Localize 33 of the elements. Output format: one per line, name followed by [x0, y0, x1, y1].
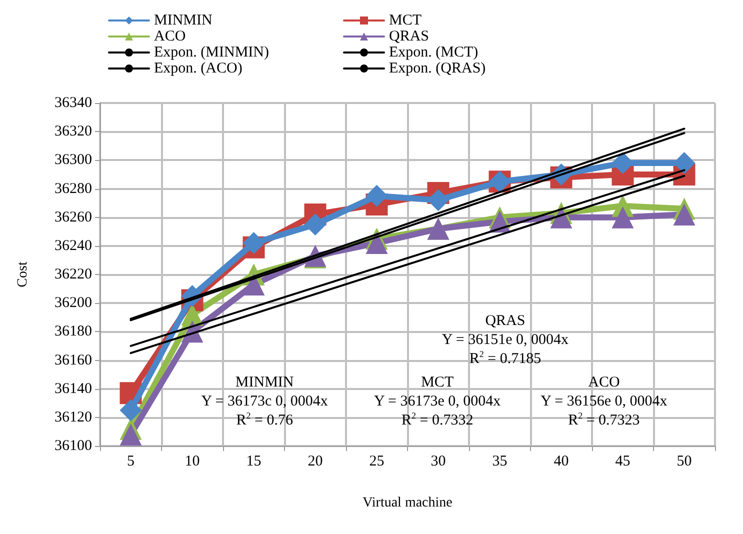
y-tick-label: 36340 [54, 95, 92, 111]
legend-label: MINMIN [154, 12, 212, 28]
y-tick-label: 36120 [54, 409, 92, 426]
y-tick-label: 36260 [54, 209, 92, 226]
y-tick-label: 36160 [54, 352, 92, 368]
legend-label: ACO [154, 28, 186, 44]
y-tick-label: 36180 [54, 324, 92, 340]
legend-label: MCT [389, 12, 422, 28]
x-axis-title: Virtual machine [362, 496, 452, 510]
y-tick-label: 36140 [54, 380, 92, 397]
x-tick-label: 25 [369, 454, 384, 470]
legend-label: Expon. (MINMIN) [154, 44, 269, 60]
y-axis-title: Cost [16, 262, 30, 288]
legend-label: QRAS [389, 28, 430, 44]
x-tick-label: 30 [430, 454, 446, 470]
x-tick-label: 5 [127, 454, 134, 470]
y-tick-label: 36200 [54, 295, 92, 312]
y-tick-label: 36100 [54, 438, 92, 454]
y-tick-label: 36280 [54, 180, 92, 197]
y-tick-label: 36320 [54, 124, 92, 140]
legend-label: Expon. (MCT) [389, 44, 478, 60]
y-tick-label: 36300 [54, 152, 92, 168]
x-tick-label: 10 [184, 454, 200, 470]
y-tick-label: 36240 [54, 238, 92, 254]
legend-label: Expon. (QRAS) [389, 60, 486, 76]
y-tick-label: 36220 [54, 266, 92, 282]
x-tick-label: 15 [246, 454, 262, 470]
x-tick-label: 20 [308, 454, 323, 470]
x-tick-label: 40 [554, 454, 569, 470]
x-tick-label: 50 [676, 454, 692, 470]
legend-label: Expon. (ACO) [154, 60, 242, 76]
x-tick-label: 45 [615, 454, 630, 470]
x-tick-label: 35 [492, 454, 508, 470]
